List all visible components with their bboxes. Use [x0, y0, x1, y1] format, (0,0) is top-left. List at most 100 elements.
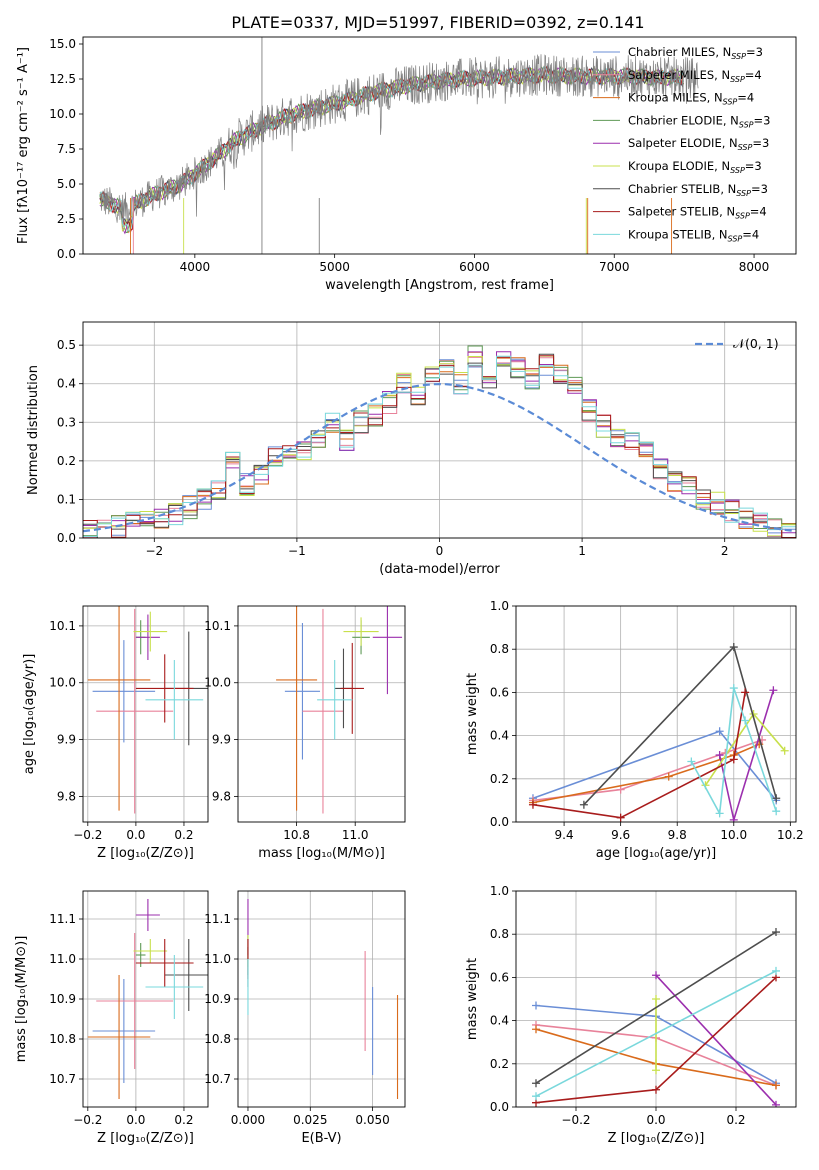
mass-weight-marker: [532, 1001, 540, 1010]
y-tick-label: 10.8: [204, 1032, 231, 1046]
mass-weight-marker: [729, 755, 738, 764]
y-tick-label: 7.5: [57, 142, 76, 156]
y-tick-label: 1.0: [490, 599, 509, 613]
y-tick-label: 0.8: [490, 927, 509, 941]
x-tick-label: 0.2: [174, 1113, 193, 1127]
y-tick-label: 15.0: [49, 37, 76, 51]
y-tick-label: 0.2: [490, 772, 509, 786]
mass-weight-marker: [715, 727, 724, 736]
weight-vs-age-panel: 9.4 9.6 9.8 10.0 10.2 0.0 0.2 0.4 0.6 0.8 1.0 age […: [465, 599, 804, 861]
legend-label: Kroupa STELIB, NSSP=4: [628, 227, 759, 243]
legend-label-subscript: SSP: [730, 75, 745, 84]
y-tick-label: 10.7: [204, 1072, 231, 1086]
mass-weight-marker: [687, 757, 696, 766]
x-tick-label: 0.0: [126, 1113, 145, 1127]
y-tick-label: 9.8: [212, 789, 231, 803]
legend-label-count: =3: [754, 113, 771, 127]
axes-frame: [82, 36, 797, 255]
legend-label-text: Chabrier ELODIE, N: [628, 113, 739, 127]
y-tick-label: 12.5: [49, 72, 76, 86]
x-tick-label: 11.0: [342, 828, 369, 842]
model-spectrum-line: [99, 66, 684, 232]
y-tick-label: 0.0: [490, 1100, 509, 1114]
plot-area: [83, 345, 796, 538]
x-tick-label: 0.000: [231, 1113, 265, 1127]
y-tick-label: 0.5: [57, 338, 76, 352]
x-axis-label: Z [log₁₀(Z/Z⊙)]: [97, 846, 194, 861]
legend-label-subscript: SSP: [723, 98, 738, 107]
y-tick-label: 10.0: [49, 107, 76, 121]
y-tick-label: 0.2: [490, 1057, 509, 1071]
legend-label: Salpeter MILES, NSSP=4: [628, 68, 762, 84]
mass-weight-marker: [772, 1100, 780, 1107]
legend-label-text: Salpeter STELIB, N: [628, 205, 735, 219]
y-tick-label: 0.0: [490, 815, 509, 829]
mass-weight-marker: [532, 1025, 540, 1034]
mass-weight-marker: [528, 800, 537, 809]
legend-label-subscript: SSP: [731, 52, 746, 61]
axes-frame: [82, 605, 209, 823]
y-axis-label: age [log₁₀(age/yr)]: [22, 654, 37, 775]
weight-vs-metallicity-panel: −0.2 0.0 0.2 0.0 0.2 0.4 0.6 0.8 1.0 Z [log₁₀(Z/Z…: [465, 884, 797, 1146]
mass-weight-marker: [772, 966, 780, 975]
y-tick-label: 10.9: [204, 992, 231, 1006]
legend-label-text: Salpeter MILES, N: [628, 68, 730, 82]
x-tick-label: −2: [145, 544, 163, 558]
x-tick-label: −1: [288, 544, 306, 558]
x-tick-label: 0.025: [293, 1113, 327, 1127]
mass-weight-marker: [652, 995, 660, 1003]
plot-area: [87, 899, 208, 1099]
x-tick-label: 4000: [180, 260, 211, 274]
axes-frame: [237, 605, 406, 823]
mass-weight-marker: [729, 815, 738, 822]
mass-weight-marker: [780, 746, 789, 755]
mass-weight-marker: [652, 971, 660, 980]
x-tick-label: −0.2: [561, 1113, 590, 1127]
x-tick-label: 1: [578, 544, 586, 558]
mass-weight-marker: [772, 1081, 780, 1090]
mass-vs-extinction-panel: 0.000 0.025 0.050 10.7 10.8 10.9 11.0 11.1 E(B-V…: [204, 890, 406, 1146]
residual-histogram-step: [83, 355, 796, 537]
y-tick-label: 0.0: [57, 247, 76, 261]
legend-label-subscript: SSP: [739, 120, 754, 129]
y-tick-label: 0.4: [490, 729, 509, 743]
plot-area: [528, 643, 789, 822]
x-axis-label: Z [log₁₀(Z/Z⊙)]: [608, 1131, 705, 1146]
legend-label: Kroupa MILES, NSSP=4: [628, 91, 754, 107]
mass-vs-metallicity-panel: −0.2 0.0 0.2 10.7 10.8 10.9 11.0 11.1 Z [log₁₀(Z…: [14, 890, 209, 1146]
legend-label-subscript: SSP: [728, 234, 743, 243]
mass-weight-marker: [729, 684, 738, 693]
plot-area: [87, 606, 208, 814]
plot-area: [247, 899, 399, 1099]
legend-label-count: =3: [751, 182, 768, 196]
y-tick-label: 11.1: [204, 912, 231, 926]
figure-title: PLATE=0337, MJD=51997, FIBERID=0392, z=0…: [231, 13, 644, 32]
legend-label-subscript: SSP: [730, 166, 745, 175]
legend-label-count: =4: [745, 68, 762, 82]
axes-frame: [515, 890, 797, 1108]
legend-label-text: Chabrier MILES, N: [628, 45, 731, 59]
legend-label-text: Kroupa MILES, N: [628, 91, 723, 105]
x-tick-label: 0.0: [646, 1113, 665, 1127]
y-axis-label: Flux [fλ10⁻¹⁷ erg cm⁻² s⁻¹ A⁻¹]: [16, 47, 31, 244]
mass-weight-marker: [729, 643, 738, 652]
mass-weight-marker: [652, 1085, 660, 1094]
legend-label: Salpeter STELIB, NSSP=4: [628, 205, 767, 221]
y-tick-label: 9.9: [212, 733, 231, 747]
mass-weight-marker: [616, 813, 625, 822]
y-tick-label: 0.2: [57, 454, 76, 468]
y-axis-label: mass weight: [465, 673, 480, 755]
plot-area: [276, 606, 403, 814]
mass-weight-line: [532, 692, 746, 819]
legend-label-subscript: SSP: [736, 189, 751, 198]
x-tick-label: 0.050: [355, 1113, 389, 1127]
x-tick-label: 9.6: [611, 828, 630, 842]
x-tick-label: 6000: [459, 260, 490, 274]
y-tick-label: 11.0: [49, 952, 76, 966]
axes-frame: [237, 890, 406, 1108]
y-tick-label: 0.4: [490, 1014, 509, 1028]
y-tick-label: 9.8: [57, 789, 76, 803]
mass-weight-marker: [769, 686, 778, 695]
